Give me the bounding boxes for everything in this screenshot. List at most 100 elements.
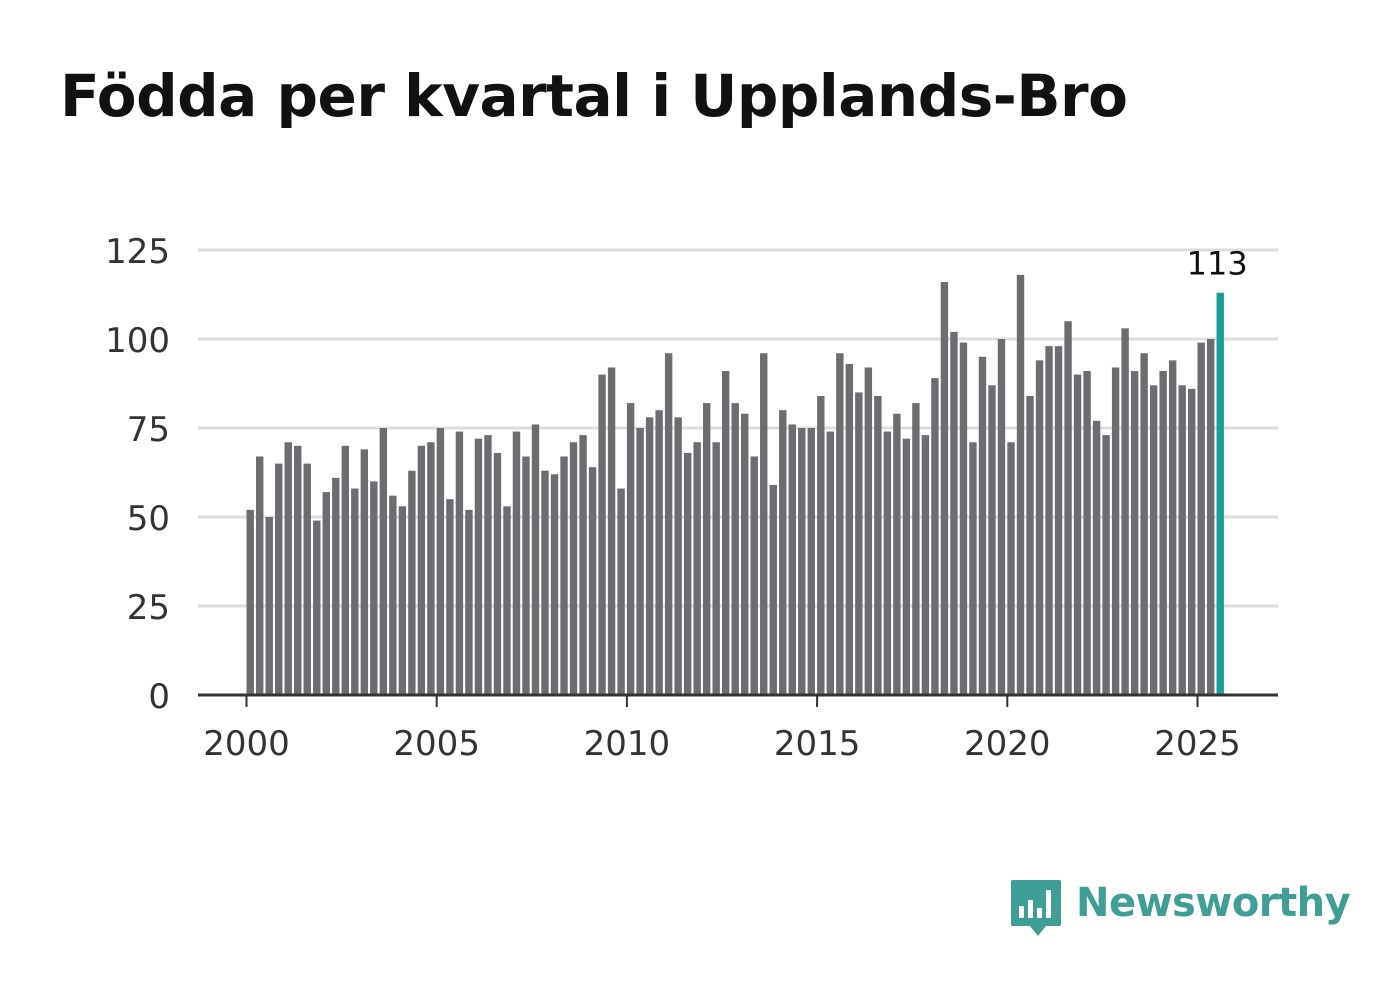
x-tick-label-2010: 2010 xyxy=(584,724,671,764)
bar xyxy=(1016,274,1025,695)
bars xyxy=(246,274,1224,695)
bar xyxy=(569,442,578,695)
bar xyxy=(398,506,407,695)
bar xyxy=(1026,395,1034,695)
bar xyxy=(436,428,445,695)
bar xyxy=(1102,435,1110,695)
x-tick-label-2025: 2025 xyxy=(1154,724,1241,764)
bar xyxy=(807,428,815,695)
x-tick-label-2020: 2020 xyxy=(964,724,1051,764)
bar xyxy=(626,403,635,695)
bar xyxy=(360,449,369,695)
data-label-last: 113 xyxy=(1187,245,1248,283)
bar xyxy=(750,456,758,695)
bar xyxy=(1130,371,1139,695)
bar xyxy=(607,367,616,695)
bar xyxy=(474,438,483,695)
bar xyxy=(370,481,378,695)
bar xyxy=(1197,342,1205,695)
bar xyxy=(1092,420,1101,695)
bar xyxy=(855,392,863,695)
bar xyxy=(874,395,882,695)
bar xyxy=(788,424,796,695)
bar xyxy=(341,445,349,695)
bar xyxy=(731,403,739,695)
newsworthy-logo[interactable]: Newsworthy xyxy=(1010,878,1351,940)
bar xyxy=(655,410,663,695)
bar xyxy=(417,445,426,695)
bar xyxy=(997,339,1006,695)
bar xyxy=(1035,360,1044,695)
bar xyxy=(389,495,397,695)
bar xyxy=(550,474,559,695)
bar-highlight xyxy=(1216,292,1224,695)
bar xyxy=(379,428,388,695)
bar xyxy=(579,435,587,695)
bar xyxy=(1149,385,1158,695)
bar xyxy=(864,367,873,695)
y-axis-ticks: 0 25 50 75 100 125 xyxy=(105,232,170,717)
bar xyxy=(683,452,692,695)
bar xyxy=(931,378,939,695)
y-tick-label-125: 125 xyxy=(105,232,170,272)
bar xyxy=(988,385,996,695)
bar xyxy=(826,431,835,695)
bar xyxy=(645,417,654,695)
bar xyxy=(617,488,625,695)
bar xyxy=(446,499,454,695)
y-tick-label-50: 50 xyxy=(127,499,170,539)
bar xyxy=(940,282,949,695)
y-tick-label-75: 75 xyxy=(127,410,170,450)
bar xyxy=(836,353,844,695)
bar xyxy=(1007,442,1015,695)
bar xyxy=(883,431,892,695)
y-tick-label-0: 0 xyxy=(148,677,170,717)
bar xyxy=(912,403,920,695)
data-labels: 113 xyxy=(1187,245,1248,283)
x-tick-label-2000: 2000 xyxy=(203,724,290,764)
bar xyxy=(427,442,435,695)
bar xyxy=(1083,371,1091,695)
bar xyxy=(560,456,568,695)
bar xyxy=(893,413,901,695)
bar xyxy=(322,492,330,695)
bar xyxy=(541,470,549,695)
bar xyxy=(256,456,264,695)
bar xyxy=(1168,360,1177,695)
bar xyxy=(798,428,806,695)
bar xyxy=(465,509,473,695)
bar xyxy=(722,371,730,695)
bar xyxy=(1073,374,1082,695)
bar xyxy=(674,417,682,695)
bar xyxy=(902,438,911,695)
bar xyxy=(779,410,787,695)
bar xyxy=(455,431,464,695)
bar xyxy=(503,506,511,695)
bar xyxy=(484,435,492,695)
bar xyxy=(531,424,540,695)
bar xyxy=(1140,353,1148,695)
bar xyxy=(741,413,749,695)
bar xyxy=(760,353,768,695)
y-tick-label-25: 25 xyxy=(127,588,170,628)
x-tick-label-2015: 2015 xyxy=(774,724,861,764)
bar xyxy=(1207,339,1215,695)
bar xyxy=(588,467,597,695)
bar xyxy=(303,463,311,695)
bar xyxy=(1054,346,1063,695)
chart-title: Födda per kvartal i Upplands-Bro xyxy=(60,62,1128,130)
bar xyxy=(493,452,502,695)
bar xyxy=(246,509,254,695)
brand-name: Newsworthy xyxy=(1076,880,1351,926)
bar xyxy=(636,428,644,695)
bar xyxy=(275,463,283,695)
bar xyxy=(1111,367,1120,695)
bar xyxy=(693,442,701,695)
bar xyxy=(1045,346,1053,695)
bar xyxy=(845,363,854,695)
bar xyxy=(284,442,292,695)
bar xyxy=(921,435,930,695)
bar xyxy=(408,470,416,695)
bar xyxy=(969,442,977,695)
